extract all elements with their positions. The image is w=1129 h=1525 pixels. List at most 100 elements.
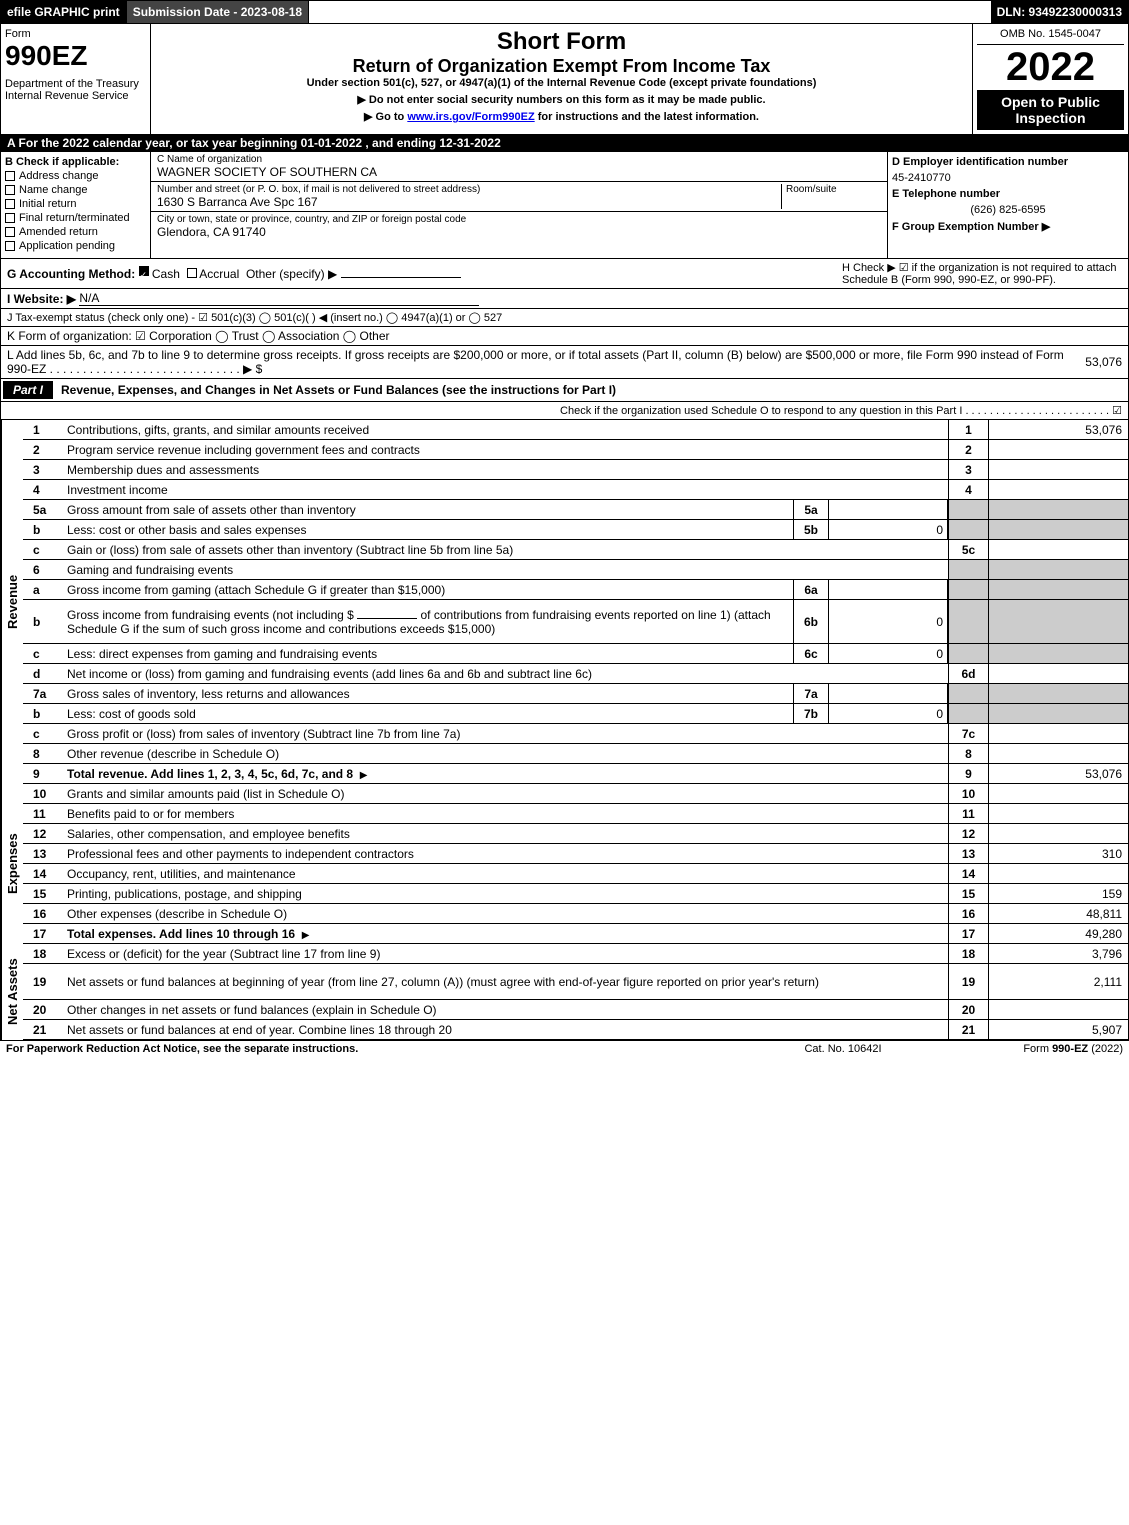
line-5c: cGain or (loss) from sale of assets othe… [23,540,1128,560]
part-1-title: Revenue, Expenses, and Changes in Net As… [61,383,616,397]
col-d: D Employer identification number 45-2410… [888,152,1128,258]
arrow-icon [302,927,310,941]
submission-date: Submission Date - 2023-08-18 [127,1,309,23]
arrow-icon [360,767,368,781]
col-b-title: B Check if applicable: [5,156,146,168]
checkbox-icon [5,171,15,181]
line-4: 4Investment income4 [23,480,1128,500]
part-1-header: Part I Revenue, Expenses, and Changes in… [1,379,1128,402]
revenue-lines: 1Contributions, gifts, grants, and simil… [23,420,1128,784]
line-6c: cLess: direct expenses from gaming and f… [23,644,1128,664]
line-21: 21Net assets or fund balances at end of … [23,1020,1128,1040]
tax-exempt-status: J Tax-exempt status (check only one) - ☑… [7,311,502,324]
check-initial-return[interactable]: Initial return [5,198,146,210]
footer-left: For Paperwork Reduction Act Notice, see … [6,1043,743,1055]
col-c: C Name of organization WAGNER SOCIETY OF… [151,152,888,258]
check-amended-return[interactable]: Amended return [5,226,146,238]
form-990ez-container: efile GRAPHIC print Submission Date - 20… [0,0,1129,1041]
netassets-table: Net Assets 18Excess or (deficit) for the… [1,944,1128,1040]
netassets-label: Net Assets [1,944,23,1040]
header-right: OMB No. 1545-0047 2022 Open to Public In… [973,24,1128,134]
part-1-check: Check if the organization used Schedule … [1,402,1128,420]
revenue-label: Revenue [1,420,23,784]
form-subtitle: Return of Organization Exempt From Incom… [155,56,968,77]
group-label: F Group Exemption Number ▶ [892,220,1124,233]
irs-link[interactable]: www.irs.gov/Form990EZ [407,111,534,123]
org-name-label: C Name of organization [157,154,881,165]
row-g-h: G Accounting Method: Cash Accrual Other … [1,259,1128,289]
checkbox-checked-icon [139,266,149,276]
row-k: K Form of organization: ☑ Corporation ◯ … [1,327,1128,346]
form-of-org: K Form of organization: ☑ Corporation ◯ … [7,329,390,343]
line-20: 20Other changes in net assets or fund ba… [23,1000,1128,1020]
ssn-notice: ▶ Do not enter social security numbers o… [155,93,968,106]
telephone: (626) 825-6595 [892,204,1124,216]
checkbox-icon [5,227,15,237]
line-10: 10Grants and similar amounts paid (list … [23,784,1128,804]
addr-label: Number and street (or P. O. box, if mail… [157,184,781,195]
form-number: 990EZ [5,40,146,72]
line-6: 6Gaming and fundraising events [23,560,1128,580]
section-a-bar: A For the 2022 calendar year, or tax yea… [1,134,1128,152]
line-2: 2Program service revenue including gover… [23,440,1128,460]
line-9: 9Total revenue. Add lines 1, 2, 3, 4, 5c… [23,764,1128,784]
address: 1630 S Barranca Ave Spc 167 [157,195,781,209]
line-15: 15Printing, publications, postage, and s… [23,884,1128,904]
top-bar: efile GRAPHIC print Submission Date - 20… [1,1,1128,23]
org-name-cell: C Name of organization WAGNER SOCIETY OF… [151,152,887,182]
city-label: City or town, state or province, country… [157,214,881,225]
line-7a: 7aGross sales of inventory, less returns… [23,684,1128,704]
line-16: 16Other expenses (describe in Schedule O… [23,904,1128,924]
city-cell: City or town, state or province, country… [151,212,887,241]
schedule-b-check: H Check ▶ ☑ if the organization is not r… [842,261,1122,286]
check-final-return[interactable]: Final return/terminated [5,212,146,224]
footer-mid: Cat. No. 10642I [743,1043,943,1055]
org-name: WAGNER SOCIETY OF SOUTHERN CA [157,165,881,179]
city: Glendora, CA 91740 [157,225,881,239]
form-title: Short Form [155,28,968,56]
dln: DLN: 93492230000313 [991,1,1128,23]
line-14: 14Occupancy, rent, utilities, and mainte… [23,864,1128,884]
gross-receipts-text: L Add lines 5b, 6c, and 7b to line 9 to … [7,348,1082,376]
page-footer: For Paperwork Reduction Act Notice, see … [0,1041,1129,1057]
check-address-change[interactable]: Address change [5,170,146,182]
ein-label: D Employer identification number [892,156,1124,168]
header-left: Form 990EZ Department of the Treasury In… [1,24,151,134]
col-b: B Check if applicable: Address change Na… [1,152,151,258]
line-6b: bGross income from fundraising events (n… [23,600,1128,644]
room-label: Room/suite [786,184,881,195]
line-7b: bLess: cost of goods sold7b0 [23,704,1128,724]
efile-label: efile GRAPHIC print [1,1,127,23]
line-11: 11Benefits paid to or for members11 [23,804,1128,824]
line-18: 18Excess or (deficit) for the year (Subt… [23,944,1128,964]
line-7c: cGross profit or (loss) from sales of in… [23,724,1128,744]
goto-pre: ▶ Go to [364,111,407,123]
row-l: L Add lines 5b, 6c, and 7b to line 9 to … [1,346,1128,379]
accounting-method: G Accounting Method: Cash Accrual Other … [7,266,842,281]
line-6d: dNet income or (loss) from gaming and fu… [23,664,1128,684]
checkbox-icon [187,268,197,278]
line-1: 1Contributions, gifts, grants, and simil… [23,420,1128,440]
line-17: 17Total expenses. Add lines 10 through 1… [23,924,1128,944]
line-6a: aGross income from gaming (attach Schedu… [23,580,1128,600]
line-13: 13Professional fees and other payments t… [23,844,1128,864]
website-label: I Website: ▶ [7,292,76,306]
check-application-pending[interactable]: Application pending [5,240,146,252]
part-1-label: Part I [3,381,53,399]
goto-post: for instructions and the latest informat… [535,111,759,123]
goto-notice: ▶ Go to www.irs.gov/Form990EZ for instru… [155,110,968,123]
info-grid: B Check if applicable: Address change Na… [1,152,1128,259]
under-section: Under section 501(c), 527, or 4947(a)(1)… [155,77,968,89]
inspection-badge: Open to Public Inspection [977,90,1124,130]
row-j: J Tax-exempt status (check only one) - ☑… [1,309,1128,327]
checkbox-icon [5,199,15,209]
ein: 45-2410770 [892,172,1124,184]
footer-right: Form 990-EZ (2022) [943,1043,1123,1055]
checkbox-icon [5,241,15,251]
address-row: Number and street (or P. O. box, if mail… [151,182,887,212]
expenses-table: Expenses 10Grants and similar amounts pa… [1,784,1128,944]
netassets-lines: 18Excess or (deficit) for the year (Subt… [23,944,1128,1040]
header-center: Short Form Return of Organization Exempt… [151,24,973,134]
check-name-change[interactable]: Name change [5,184,146,196]
checkbox-icon [5,185,15,195]
